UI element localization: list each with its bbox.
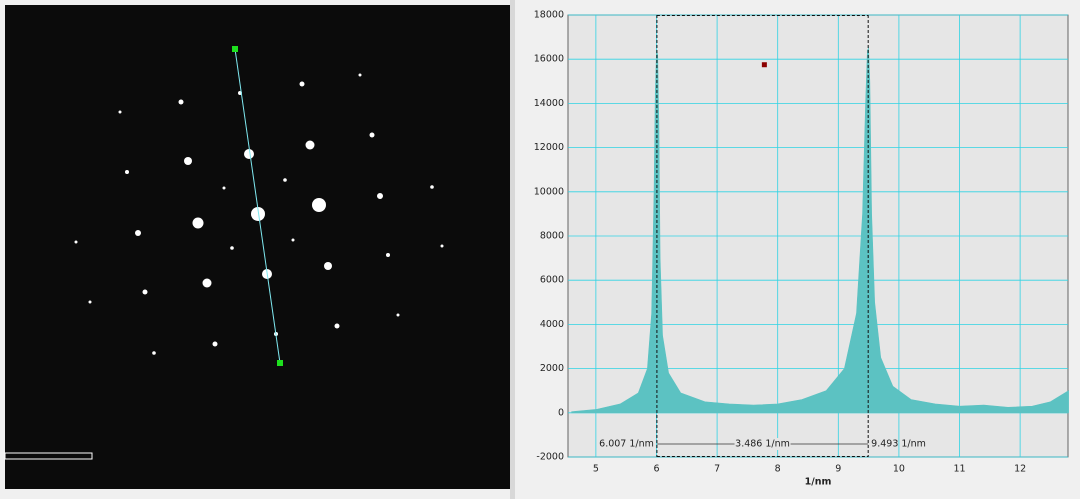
spots (74, 73, 444, 355)
line-handle[interactable] (277, 360, 283, 366)
cursor-label: 9.493 1/nm (871, 439, 926, 450)
divider (510, 0, 515, 499)
x-axis-label: 1/nm (805, 477, 832, 488)
y-tick-label: 2000 (540, 363, 564, 374)
x-tick-label: 5 (593, 464, 599, 475)
y-tick-label: 4000 (540, 319, 564, 330)
distance-label: 3.486 1/nm (735, 439, 790, 450)
x-tick-label: 8 (775, 464, 781, 475)
profile-chart: -2000 0 2000 4000 6000 8000 10000 12000 14000 160… (534, 10, 1069, 488)
scale-bar (4, 452, 93, 460)
y-tick-label: 8000 (540, 231, 564, 242)
y-tick-label: -2000 (536, 452, 564, 463)
x-tick-label: 9 (835, 464, 841, 475)
y-tick-label: 0 (558, 407, 564, 418)
y-tick-label: 12000 (534, 142, 564, 153)
diffraction-image (4, 5, 510, 489)
y-tick-label: 6000 (540, 275, 564, 286)
label-background (734, 438, 791, 450)
x-tick-label: 6 (653, 464, 659, 475)
x-tick-label: 11 (953, 464, 965, 475)
y-tick-label: 14000 (534, 98, 564, 109)
y-tick-label: 16000 (534, 54, 564, 65)
profile-line (234, 48, 281, 364)
y-tick-label: 18000 (534, 10, 564, 21)
cursor-label: 6.007 1/nm (599, 439, 654, 450)
x-tick-label: 12 (1014, 464, 1026, 475)
y-tick-label: 10000 (534, 186, 564, 197)
x-tick-label: 7 (714, 464, 720, 475)
image-area (5, 5, 510, 489)
x-tick-label: 10 (893, 464, 905, 475)
line-handle[interactable] (232, 46, 238, 52)
marker (761, 62, 767, 68)
profile-area (571, 47, 1069, 414)
